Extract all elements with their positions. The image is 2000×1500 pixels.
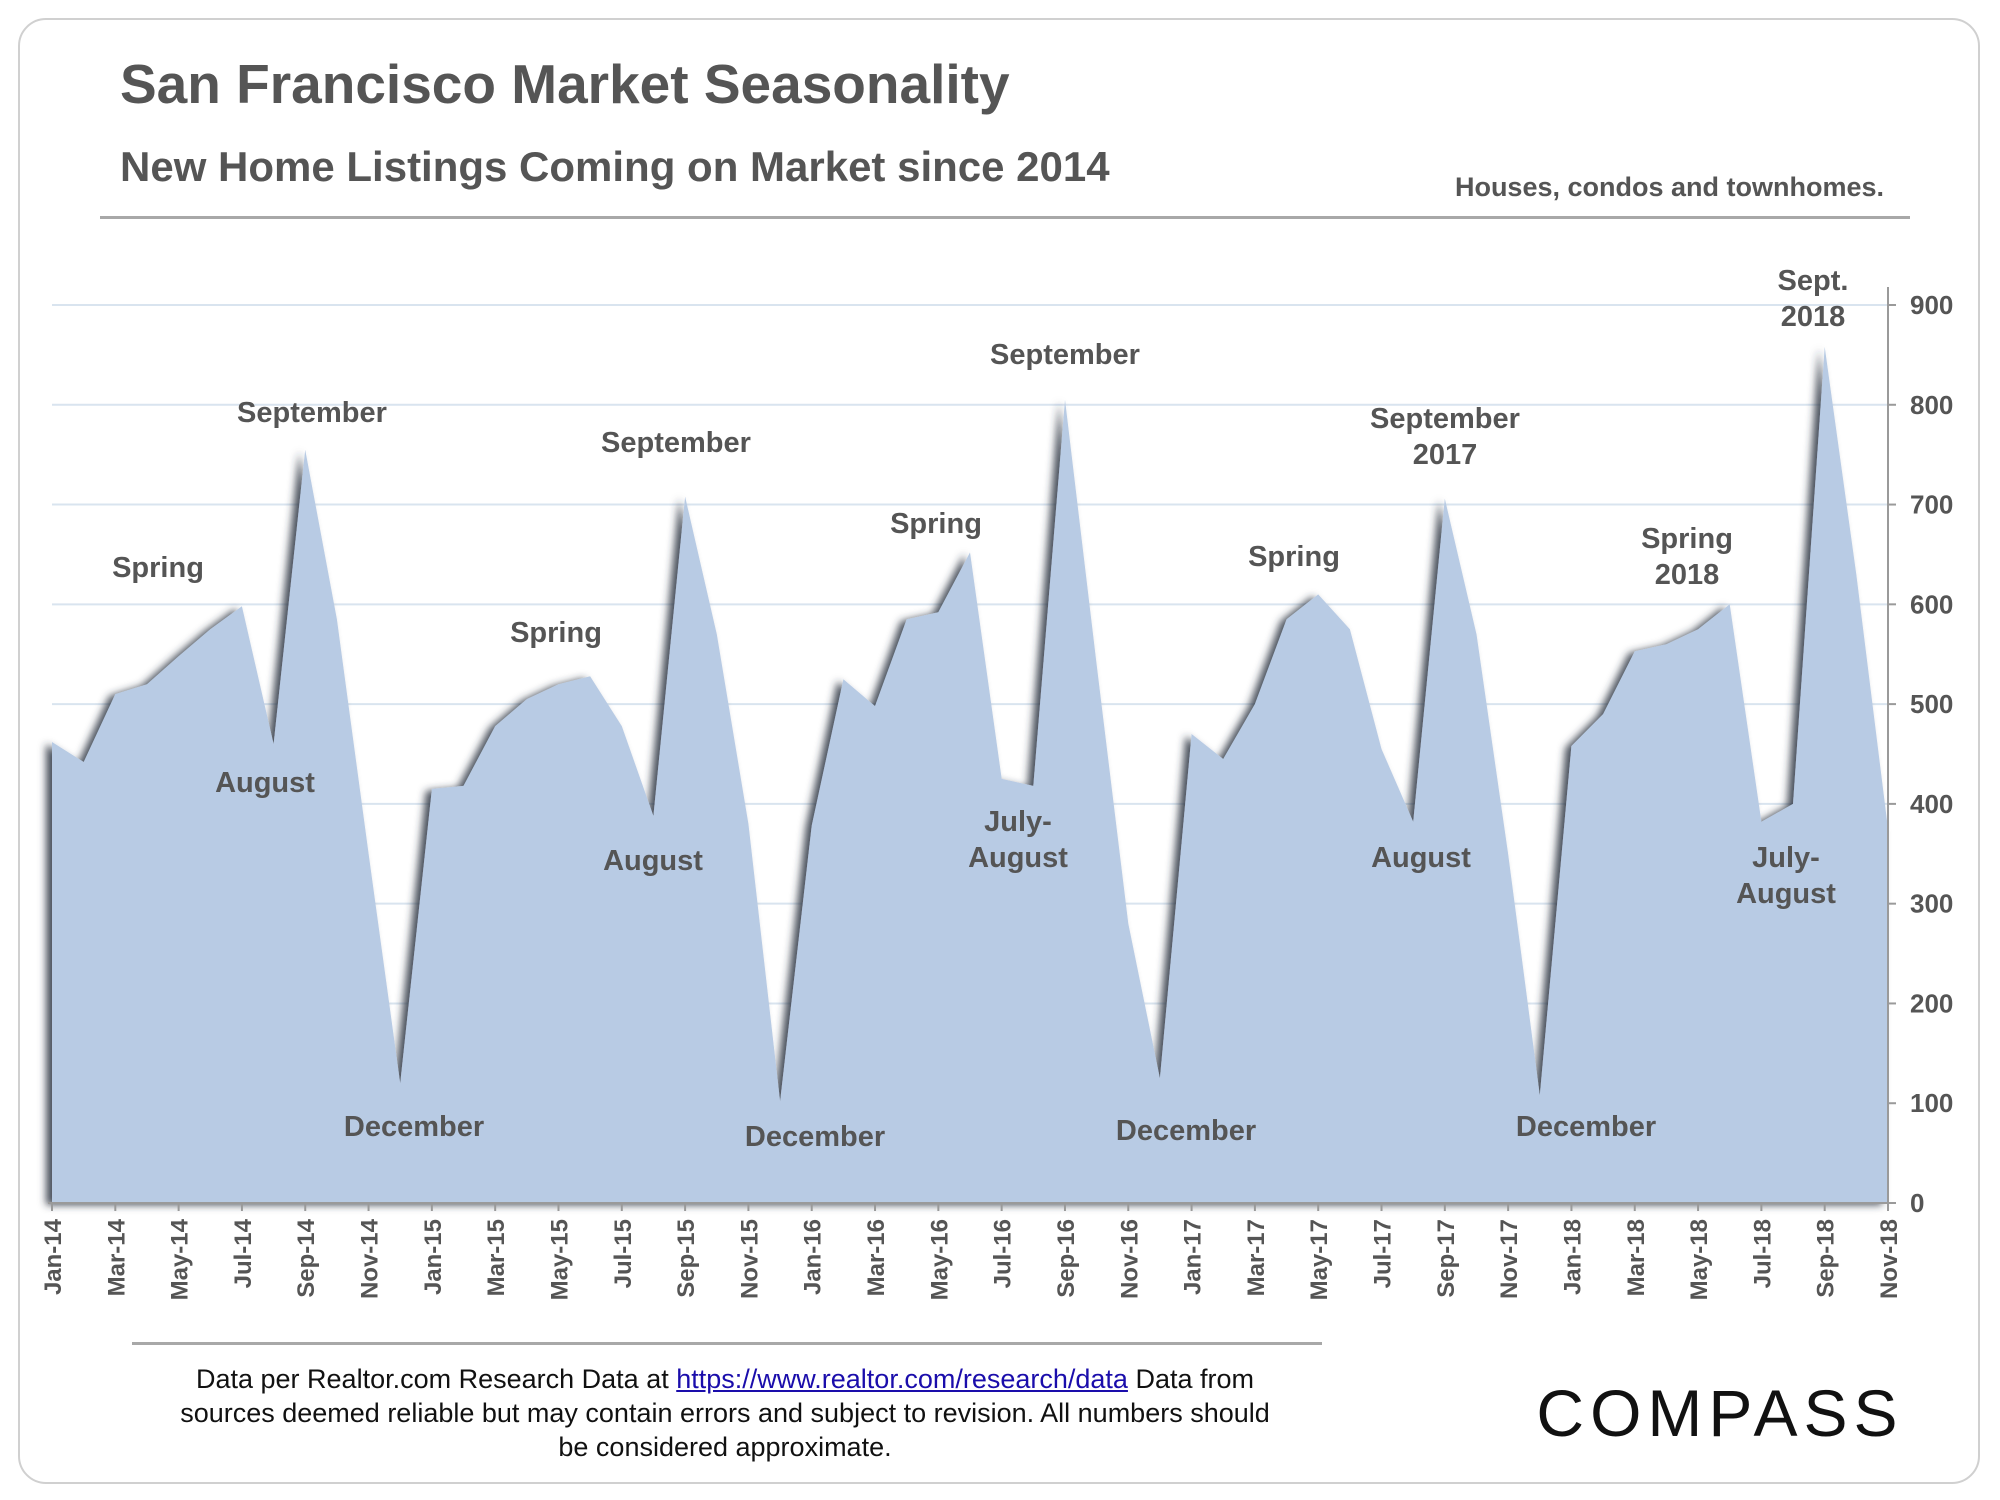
- x-tick-label: May-15: [546, 1219, 573, 1300]
- x-tick-label: May-18: [1686, 1219, 1713, 1300]
- x-tick-label: May-16: [926, 1219, 953, 1300]
- annotations: Spring September August December Spring Septe…: [112, 265, 1848, 1153]
- annotation-label: September: [990, 339, 1140, 371]
- annotation-label: September: [237, 397, 387, 429]
- x-tick-label: May-14: [167, 1218, 194, 1300]
- y-tick-label: 200: [1910, 988, 1953, 1018]
- source-disclaimer: Data from sources deemed reliable but ma…: [180, 1364, 1270, 1462]
- annotation-label: 2017: [1413, 439, 1478, 471]
- area-series: [52, 346, 1888, 1203]
- y-tick-label: 300: [1910, 889, 1953, 919]
- annotation-label: 2018: [1781, 301, 1846, 333]
- x-tick-label: Jul-15: [610, 1219, 637, 1288]
- y-tick-label: 900: [1910, 290, 1953, 320]
- page-title: San Francisco Market Seasonality: [120, 53, 1010, 115]
- x-tick-label: Jul-14: [230, 1218, 257, 1288]
- y-tick-label: 400: [1910, 789, 1953, 819]
- x-tick-label: Sep-18: [1813, 1219, 1840, 1298]
- annotation-label: Spring: [1248, 541, 1340, 573]
- annotation-label: August: [968, 842, 1068, 874]
- annotation-label: Sept.: [1778, 265, 1849, 297]
- x-tick-label: May-17: [1306, 1219, 1333, 1300]
- x-tick-label: Jul-17: [1370, 1219, 1397, 1288]
- x-tick-label: Nov-15: [736, 1219, 763, 1299]
- annotation-label: Spring: [890, 508, 982, 540]
- scope-note: Houses, condos and townhomes.: [1454, 172, 1884, 202]
- annotation-label: Spring: [112, 552, 204, 584]
- header-divider: [100, 216, 1910, 219]
- annotation-label: August: [603, 845, 703, 877]
- annotation-label: September: [1370, 403, 1520, 435]
- footer-divider: [132, 1342, 1322, 1345]
- annotation-label: December: [344, 1111, 484, 1143]
- source-prefix: Data per Realtor.com Research Data at: [195, 1364, 669, 1394]
- annotation-label: Spring: [510, 617, 602, 649]
- seasonality-chart: 0 100 200 300 400 500 600 700 800 900 Jan-14 Mar-1…: [40, 265, 1953, 1300]
- x-tick-label: Nov-14: [357, 1218, 384, 1299]
- annotation-label: August: [1736, 878, 1836, 910]
- x-tick-label: Mar-16: [863, 1219, 890, 1296]
- annotation-label: 2018: [1655, 559, 1720, 591]
- y-tick-label: 800: [1910, 390, 1953, 420]
- x-tick-label: Sep-15: [673, 1219, 700, 1298]
- x-tick-label: Jan-17: [1180, 1219, 1207, 1295]
- x-tick-label: Nov-18: [1876, 1219, 1903, 1299]
- x-tick-label: Jan-18: [1559, 1219, 1586, 1295]
- x-tick-label: Mar-18: [1623, 1219, 1650, 1296]
- x-tick-label: Jan-14: [40, 1218, 67, 1295]
- annotation-label: December: [1116, 1115, 1256, 1147]
- y-tick-label: 600: [1910, 589, 1953, 619]
- area-fill: [52, 346, 1888, 1203]
- y-tick-label: 0: [1910, 1188, 1924, 1218]
- annotation-label: August: [1371, 842, 1471, 874]
- source-note: Data per Realtor.com Research Data at ht…: [175, 1362, 1275, 1464]
- y-axis: 0 100 200 300 400 500 600 700 800 900: [48, 287, 1953, 1218]
- annotation-label: Spring: [1641, 523, 1733, 555]
- page-subtitle: New Home Listings Coming on Market since…: [120, 143, 1110, 190]
- x-tick-label: Jan-15: [420, 1219, 447, 1295]
- x-axis: Jan-14 Mar-14 May-14 Jul-14 Sep-14 Nov-14 Jan-…: [40, 1203, 1903, 1300]
- annotation-label: December: [745, 1121, 885, 1153]
- x-tick-label: Jan-16: [800, 1219, 827, 1295]
- annotation-label: August: [215, 767, 315, 799]
- x-tick-label: Mar-14: [103, 1218, 130, 1296]
- x-tick-label: Sep-14: [293, 1218, 320, 1297]
- x-tick-label: Sep-17: [1433, 1219, 1460, 1298]
- source-link[interactable]: https://www.realtor.com/research/data: [676, 1364, 1128, 1394]
- x-tick-label: Mar-17: [1243, 1219, 1270, 1296]
- compass-logo: COMPASS: [1536, 1378, 1903, 1448]
- x-tick-label: Nov-17: [1496, 1219, 1523, 1299]
- annotation-label: July-: [984, 806, 1052, 838]
- y-tick-label: 700: [1910, 490, 1953, 520]
- x-tick-label: Mar-15: [483, 1219, 510, 1296]
- annotation-label: July-: [1752, 842, 1820, 874]
- annotation-label: September: [601, 427, 751, 459]
- compass-logo-text: COMPASS: [1536, 1378, 1903, 1448]
- x-tick-label: Jul-16: [990, 1219, 1017, 1288]
- y-tick-label: 100: [1910, 1088, 1953, 1118]
- x-tick-label: Jul-18: [1749, 1219, 1776, 1288]
- annotation-label: December: [1516, 1111, 1656, 1143]
- x-tick-label: Sep-16: [1053, 1219, 1080, 1298]
- y-tick-label: 500: [1910, 689, 1953, 719]
- x-tick-label: Nov-16: [1116, 1219, 1143, 1299]
